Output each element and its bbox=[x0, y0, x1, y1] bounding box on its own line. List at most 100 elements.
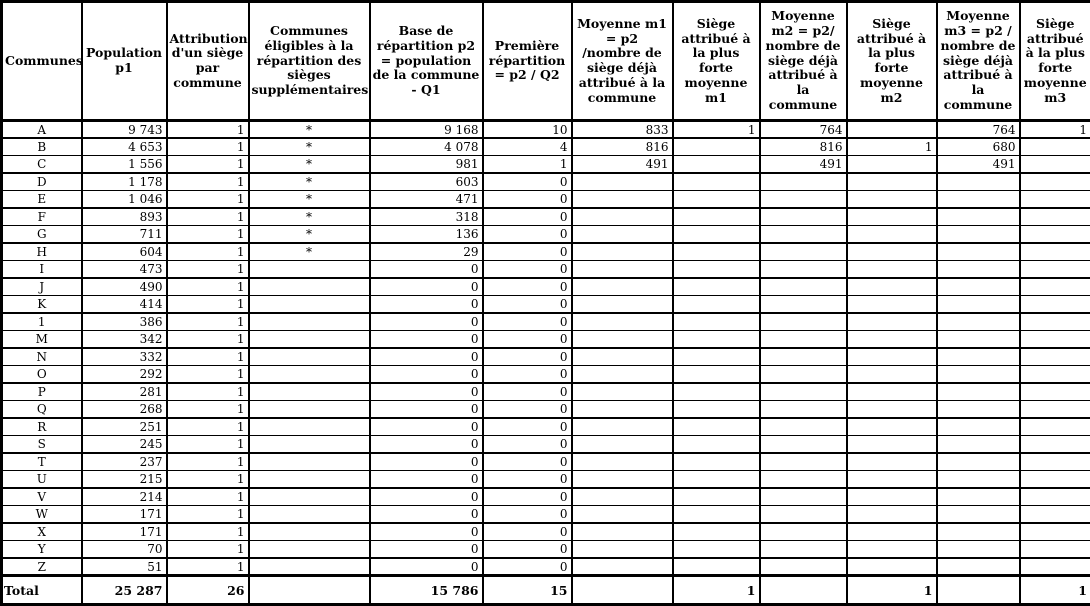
cell bbox=[758, 347, 848, 366]
total-label: Total bbox=[0, 574, 83, 605]
cell: 981 bbox=[368, 155, 484, 174]
cell: 9 168 bbox=[368, 120, 484, 139]
cell bbox=[845, 435, 938, 454]
cell bbox=[935, 522, 1021, 541]
cell bbox=[845, 347, 938, 366]
cell: 1 bbox=[165, 225, 250, 244]
table-row: N 332 1 0 0 bbox=[0, 347, 1090, 366]
cell: 1 bbox=[165, 295, 250, 314]
cell bbox=[570, 330, 674, 349]
cell: * bbox=[247, 120, 371, 139]
cell bbox=[845, 365, 938, 384]
cell: 171 bbox=[80, 505, 168, 524]
cell bbox=[935, 540, 1021, 559]
cell: 1 bbox=[165, 260, 250, 279]
cell: 4 653 bbox=[80, 137, 168, 156]
cell bbox=[247, 295, 371, 314]
table-header: Communes Population p1 Attribution d'un … bbox=[0, 1, 1090, 122]
cell bbox=[845, 312, 938, 331]
cell: 0 bbox=[481, 242, 573, 261]
cell: 4 078 bbox=[368, 137, 484, 156]
cell: 245 bbox=[80, 435, 168, 454]
cell: 1 bbox=[165, 505, 250, 524]
cell bbox=[758, 330, 848, 349]
cell: 1 bbox=[165, 330, 250, 349]
cell: 237 bbox=[80, 452, 168, 471]
commune-label: C bbox=[0, 155, 83, 174]
cell bbox=[1018, 487, 1090, 506]
cell bbox=[935, 557, 1021, 576]
table-row: J 490 1 0 0 bbox=[0, 277, 1090, 296]
cell: 10 bbox=[481, 120, 573, 139]
column-header-siege-m1: Siège attribué à la plus forte moyenne m… bbox=[671, 1, 761, 122]
cell: 0 bbox=[481, 435, 573, 454]
cell: 471 bbox=[368, 190, 484, 209]
cell: 1 bbox=[165, 347, 250, 366]
cell bbox=[935, 505, 1021, 524]
commune-label: Y bbox=[0, 540, 83, 559]
cell bbox=[671, 172, 761, 191]
cell: 1 bbox=[165, 120, 250, 139]
cell bbox=[845, 155, 938, 174]
cell: 136 bbox=[368, 225, 484, 244]
cell bbox=[671, 312, 761, 331]
table-row: R 251 1 0 0 bbox=[0, 417, 1090, 436]
commune-label: G bbox=[0, 225, 83, 244]
cell: 0 bbox=[368, 540, 484, 559]
column-header-population: Population p1 bbox=[80, 1, 168, 122]
cell bbox=[570, 522, 674, 541]
commune-label: U bbox=[0, 470, 83, 489]
total-cell: 1 bbox=[1018, 574, 1090, 605]
cell: 1 bbox=[165, 207, 250, 226]
commune-label: N bbox=[0, 347, 83, 366]
cell bbox=[758, 277, 848, 296]
table-row: S 245 1 0 0 bbox=[0, 435, 1090, 454]
cell: 0 bbox=[368, 505, 484, 524]
total-cell bbox=[247, 574, 371, 605]
cell bbox=[758, 417, 848, 436]
column-header-eligibles: Communes éligibles à la répartition des … bbox=[247, 1, 371, 122]
cell bbox=[845, 207, 938, 226]
commune-label: M bbox=[0, 330, 83, 349]
cell: 0 bbox=[481, 382, 573, 401]
cell bbox=[671, 400, 761, 419]
cell bbox=[758, 260, 848, 279]
cell bbox=[758, 207, 848, 226]
column-header-moyenne-m1: Moyenne m1 = p2 /nombre de siège déjà at… bbox=[570, 1, 674, 122]
cell: 0 bbox=[481, 400, 573, 419]
cell: 0 bbox=[368, 260, 484, 279]
cell bbox=[935, 242, 1021, 261]
cell bbox=[758, 295, 848, 314]
cell: 1 bbox=[165, 242, 250, 261]
cell: 764 bbox=[935, 120, 1021, 139]
cell: * bbox=[247, 225, 371, 244]
cell: 1 bbox=[1018, 120, 1090, 139]
cell: 251 bbox=[80, 417, 168, 436]
cell bbox=[671, 330, 761, 349]
cell bbox=[845, 172, 938, 191]
cell bbox=[758, 242, 848, 261]
cell: 0 bbox=[481, 312, 573, 331]
cell bbox=[247, 347, 371, 366]
cell bbox=[671, 190, 761, 209]
cell: 0 bbox=[481, 470, 573, 489]
cell bbox=[845, 487, 938, 506]
cell bbox=[758, 452, 848, 471]
column-header-siege-m2: Siège attribué à la plus forte moyenne m… bbox=[845, 1, 938, 122]
cell bbox=[845, 225, 938, 244]
cell: 1 bbox=[165, 365, 250, 384]
commune-label: D bbox=[0, 172, 83, 191]
cell bbox=[247, 505, 371, 524]
total-cell: 25 287 bbox=[80, 574, 168, 605]
column-header-communes: Communes bbox=[0, 1, 83, 122]
cell bbox=[935, 260, 1021, 279]
cell bbox=[845, 557, 938, 576]
cell: 171 bbox=[80, 522, 168, 541]
commune-label: I bbox=[0, 260, 83, 279]
cell bbox=[570, 295, 674, 314]
cell: 0 bbox=[368, 365, 484, 384]
cell: 1 bbox=[165, 452, 250, 471]
